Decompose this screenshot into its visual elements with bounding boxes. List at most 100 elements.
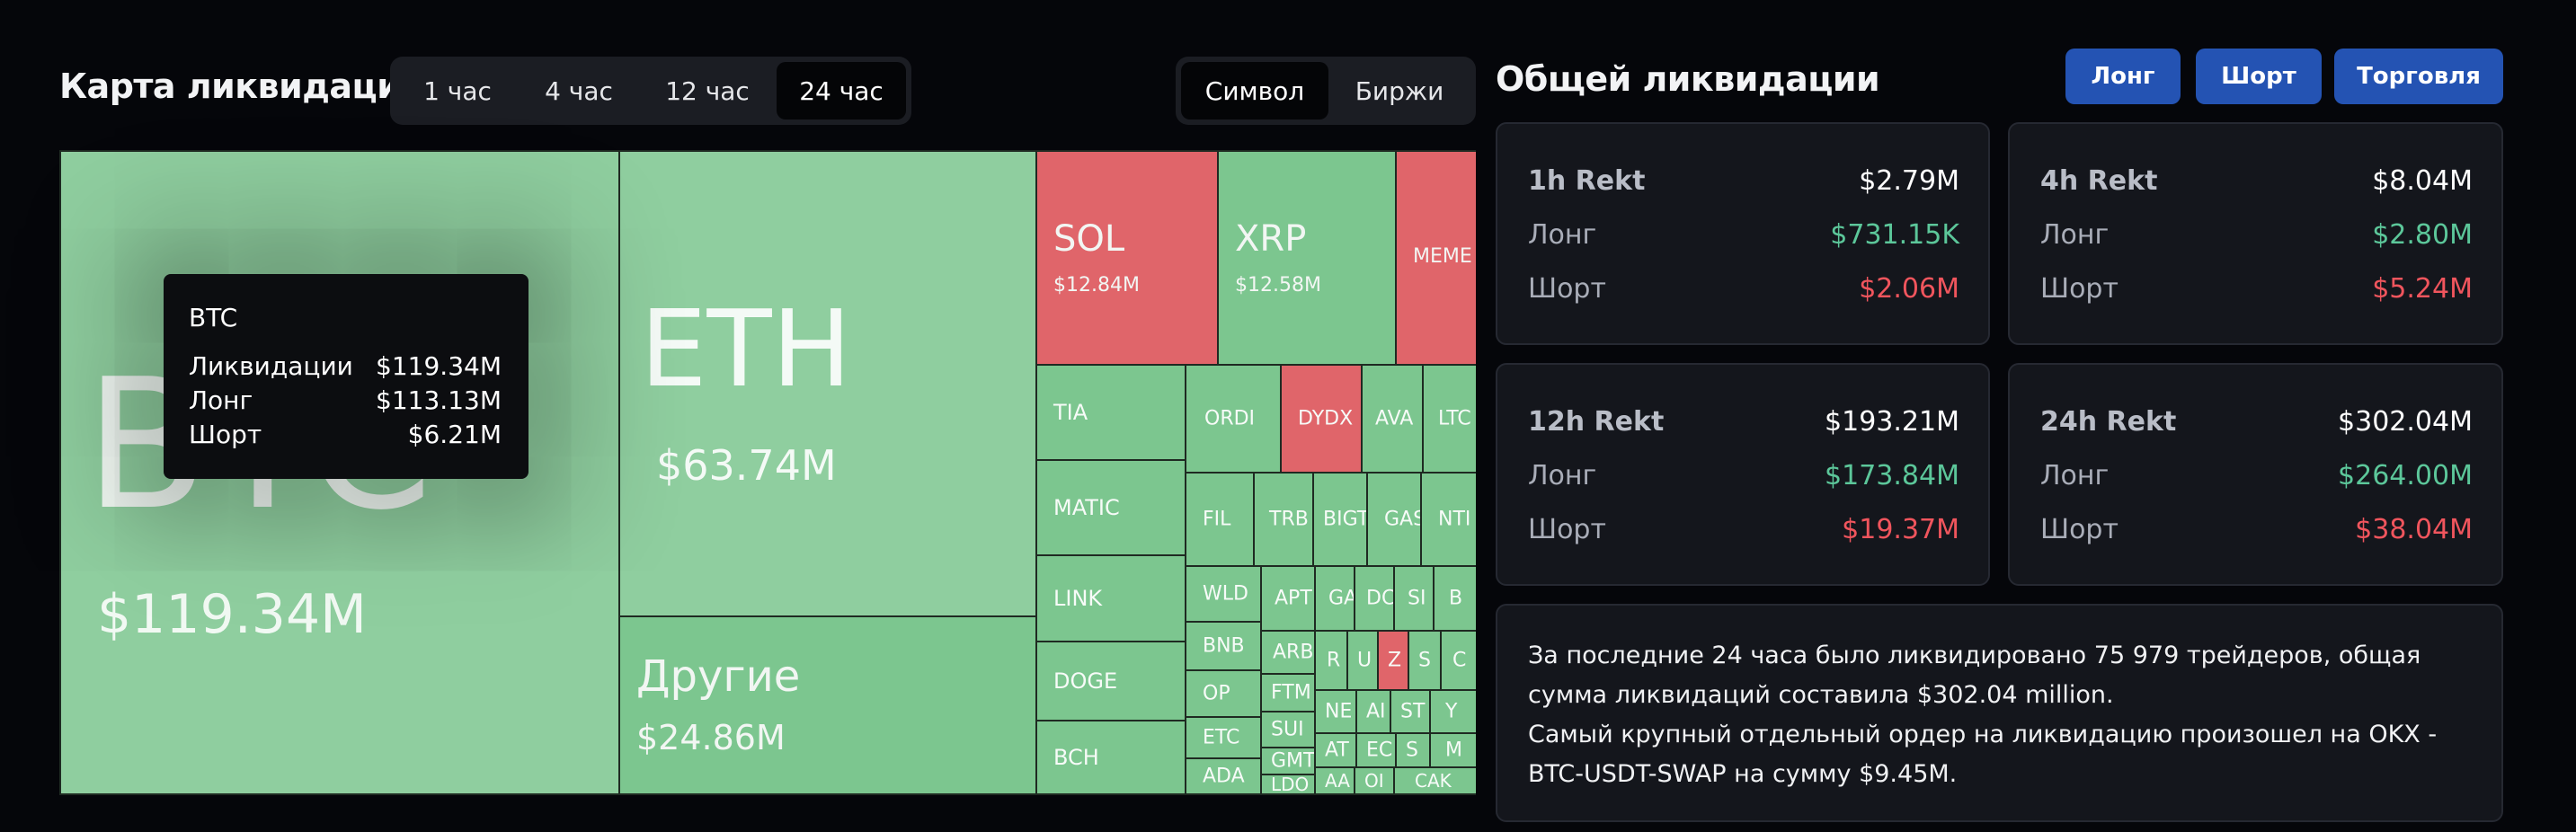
treemap-tile-gmt[interactable]: GMT xyxy=(1260,747,1316,775)
card-long-value: $731.15K xyxy=(1830,219,1959,251)
tab-4h[interactable]: 4 час xyxy=(545,75,613,106)
rekt-card-24h: 24h Rekt $302.04M Лонг $264.00M Шорт $38… xyxy=(2008,363,2503,586)
liquidation-summary: За последние 24 часа было ликвидировано … xyxy=(1496,604,2503,822)
tile-symbol: SI xyxy=(1408,587,1426,610)
treemap-tile-ne[interactable]: NE xyxy=(1314,689,1357,734)
tooltip-row-liquidations: Ликвидации $119.34M xyxy=(189,351,502,381)
treemap-tile-z[interactable]: Z xyxy=(1377,630,1409,691)
treemap-tile-doge[interactable]: DOGE xyxy=(1035,641,1186,721)
tile-symbol: U xyxy=(1357,649,1372,672)
treemap-tile-others[interactable]: Другие $24.86M xyxy=(618,615,1037,795)
tile-symbol: OI xyxy=(1364,770,1384,792)
tile-value: $12.84M xyxy=(1053,274,1140,297)
short-button[interactable]: Шорт xyxy=(2196,49,2322,104)
view-mode-tabs: Символ Биржи xyxy=(1176,57,1476,125)
treemap-tile-sui[interactable]: SUI xyxy=(1260,711,1316,748)
treemap-tile-ai[interactable]: AI xyxy=(1355,689,1391,734)
tile-symbol: Y xyxy=(1445,700,1458,723)
treemap-tile-trb[interactable]: TRB xyxy=(1253,472,1314,567)
card-long-label: Лонг xyxy=(1528,460,1597,491)
treemap-tile-at[interactable]: AT xyxy=(1314,732,1357,768)
tile-symbol: NTI xyxy=(1438,508,1471,531)
tooltip-value: $113.13M xyxy=(376,385,502,415)
treemap-tile-ltc[interactable]: LTC xyxy=(1422,364,1476,474)
treemap-tile-y[interactable]: Y xyxy=(1429,689,1476,734)
card-period: 1h Rekt xyxy=(1528,165,1646,197)
treemap-tile-ga[interactable]: GA xyxy=(1314,565,1355,632)
tile-symbol: DYDX xyxy=(1298,407,1354,430)
tile-symbol: AI xyxy=(1366,700,1386,723)
treemap-tile-u[interactable]: U xyxy=(1346,630,1379,691)
treemap-tile-meme[interactable]: MEME xyxy=(1395,150,1476,366)
treemap-tile-r[interactable]: R xyxy=(1314,630,1348,691)
treemap-tooltip: BTC Ликвидации $119.34M Лонг $113.13M Шо… xyxy=(164,274,529,479)
treemap-tile-si[interactable]: SI xyxy=(1393,565,1435,632)
tile-symbol: GAS xyxy=(1384,508,1422,531)
treemap-tile-dydx[interactable]: DYDX xyxy=(1280,364,1363,474)
treemap-tile-nti[interactable]: NTI xyxy=(1420,472,1476,567)
tab-24h[interactable]: 24 час xyxy=(777,62,906,119)
treemap-tile-ftm[interactable]: FTM xyxy=(1260,673,1316,713)
treemap-tile-ldo[interactable]: LDO xyxy=(1260,774,1316,795)
treemap-tile-aa[interactable]: AA xyxy=(1314,766,1355,795)
treemap-tile-s[interactable]: S xyxy=(1408,630,1442,691)
card-long-row: Лонг $264.00M xyxy=(2040,460,2473,491)
treemap-tile-cak[interactable]: CAK xyxy=(1393,766,1476,795)
tile-symbol: Z xyxy=(1388,649,1402,672)
treemap-tile-arb[interactable]: ARB xyxy=(1260,630,1316,675)
treemap-tile-ordi[interactable]: ORDI xyxy=(1185,364,1282,474)
treemap-tile-bnb[interactable]: BNB xyxy=(1185,621,1262,671)
tile-symbol: GMT xyxy=(1271,749,1316,773)
card-short-row: Шорт $5.24M xyxy=(2040,273,2473,305)
treemap-tile-gas[interactable]: GAS xyxy=(1366,472,1422,567)
rekt-card-4h: 4h Rekt $8.04M Лонг $2.80M Шорт $5.24M xyxy=(2008,122,2503,345)
long-button[interactable]: Лонг xyxy=(2065,49,2181,104)
tile-symbol: C xyxy=(1452,649,1467,672)
card-short-value: $38.04M xyxy=(2355,514,2473,545)
treemap-tile-oi[interactable]: OI xyxy=(1354,766,1395,795)
trade-button[interactable]: Торговля xyxy=(2334,49,2503,104)
summary-text-total: За последние 24 часа было ликвидировано … xyxy=(1528,642,2421,709)
treemap-tile-etc[interactable]: ETC xyxy=(1185,716,1262,759)
tile-symbol: DC xyxy=(1366,587,1395,610)
treemap-tile-dc[interactable]: DC xyxy=(1354,565,1395,632)
tab-symbol[interactable]: Символ xyxy=(1181,62,1328,119)
tooltip-row-short: Шорт $6.21M xyxy=(189,420,502,449)
treemap-tile-st[interactable]: ST xyxy=(1390,689,1431,734)
tab-12h[interactable]: 12 час xyxy=(665,75,750,106)
treemap-tile-ava[interactable]: AVA xyxy=(1361,364,1424,474)
tile-value: $24.86M xyxy=(636,718,786,757)
card-long-row: Лонг $2.80M xyxy=(2040,219,2473,251)
treemap-tile-fil[interactable]: FIL xyxy=(1185,472,1255,567)
card-short-value: $2.06M xyxy=(1859,273,1959,305)
treemap-tile-bch[interactable]: BCH xyxy=(1035,720,1186,795)
card-short-label: Шорт xyxy=(2040,514,2119,545)
treemap-tile-sol[interactable]: SOL $12.84M xyxy=(1035,150,1219,366)
treemap-tile-ec[interactable]: EC xyxy=(1355,732,1397,768)
treemap-tile-bigt[interactable]: BIGT xyxy=(1312,472,1368,567)
tile-symbol: LTC xyxy=(1438,407,1471,430)
treemap-tile-s2[interactable]: S xyxy=(1395,732,1431,768)
treemap-tile-apt[interactable]: APT xyxy=(1260,565,1316,632)
tile-symbol: GA xyxy=(1328,587,1355,610)
tab-1h[interactable]: 1 час xyxy=(423,75,492,106)
tile-symbol: LDO xyxy=(1271,774,1310,795)
treemap-tile-c[interactable]: C xyxy=(1440,630,1476,691)
treemap-tile-op[interactable]: OP xyxy=(1185,669,1262,718)
card-long-label: Лонг xyxy=(2040,219,2110,251)
card-short-value: $19.37M xyxy=(1842,514,1959,545)
treemap-tile-m[interactable]: M xyxy=(1429,732,1476,768)
treemap-tile-tia[interactable]: TIA xyxy=(1035,364,1186,461)
tooltip-row-long: Лонг $113.13M xyxy=(189,385,502,415)
treemap-tile-ada[interactable]: ADA xyxy=(1185,757,1262,795)
treemap-tile-wld[interactable]: WLD xyxy=(1185,565,1262,623)
treemap-tile-matic[interactable]: MATIC xyxy=(1035,459,1186,556)
treemap-tile-xrp[interactable]: XRP $12.58M xyxy=(1217,150,1397,366)
treemap-tile-eth[interactable]: ETH $63.74M xyxy=(618,150,1037,617)
tile-symbol: LINK xyxy=(1053,586,1103,611)
treemap-tile-b[interactable]: B xyxy=(1433,565,1476,632)
tab-exchanges[interactable]: Биржи xyxy=(1355,75,1444,106)
tooltip-value: $6.21M xyxy=(407,420,502,449)
card-total: $193.21M xyxy=(1825,406,1959,438)
treemap-tile-link[interactable]: LINK xyxy=(1035,554,1186,642)
